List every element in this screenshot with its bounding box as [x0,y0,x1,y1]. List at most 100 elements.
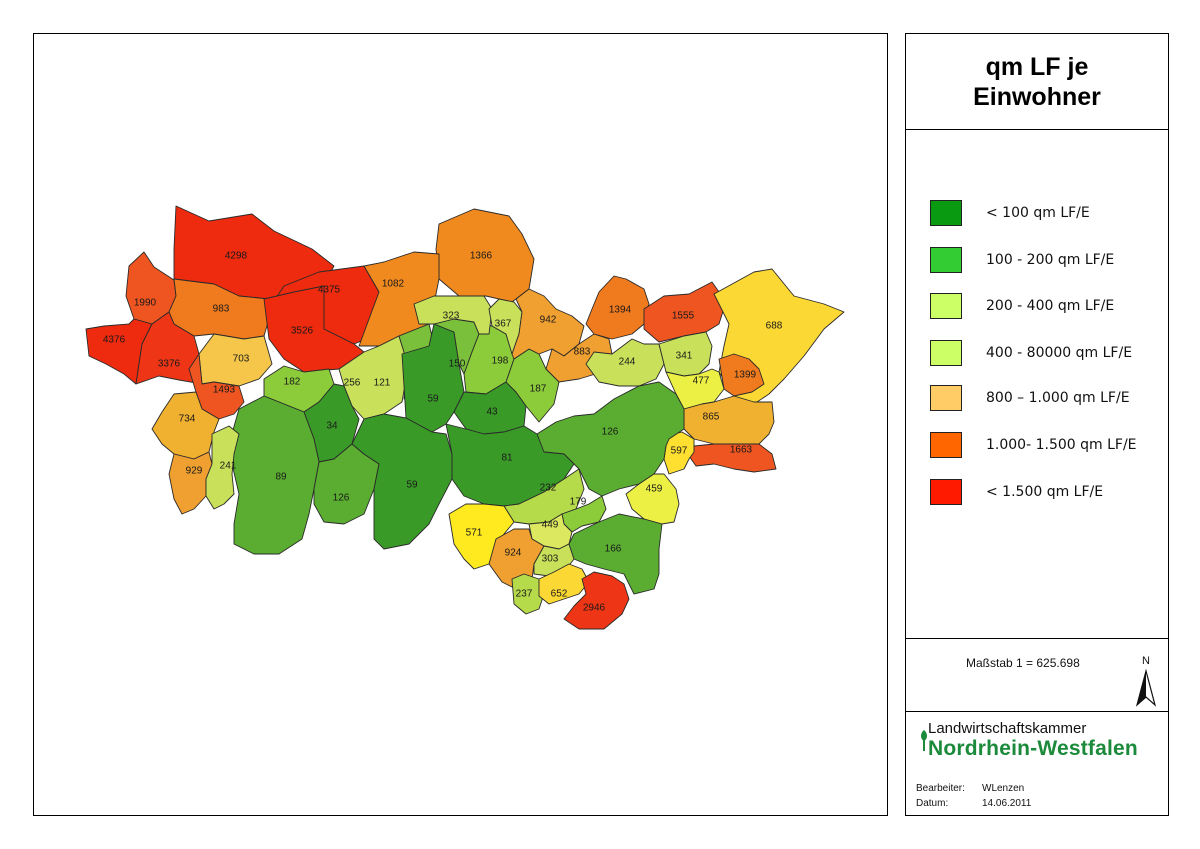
region-value-label: 703 [233,354,250,365]
date-value: 14.06.2011 [982,798,1032,809]
legend-item: 100 - 200 qm LF/E [930,246,1114,274]
region-value-label: 865 [703,412,720,423]
map-region [688,443,777,473]
legend-item: 200 - 400 qm LF/E [930,292,1114,320]
map-region [188,353,245,420]
map-region [563,571,630,630]
legend-label: 800 – 1.000 qm LF/E [986,390,1130,406]
region-value-label: 3376 [158,359,181,370]
map-region [445,423,575,507]
region-value-label: 449 [542,520,559,531]
region-value-label: 59 [427,394,439,405]
region-value-label: 942 [540,315,557,326]
map-region [585,275,650,340]
map-region [625,473,680,525]
region-value-label: 983 [213,304,230,315]
region-value-label: 367 [495,319,512,330]
region-value-label: 1366 [470,251,493,262]
region-value-label: 237 [516,589,533,600]
map-region [351,413,453,550]
region-value-label: 232 [540,483,557,494]
region-value-label: 187 [530,384,547,395]
map-region [413,295,493,335]
region-value-label: 81 [501,453,513,464]
region-value-label: 34 [326,421,338,432]
legend-panel: qm LF je Einwohner < 100 qm LF/E 100 - 2… [905,33,1169,816]
region-value-label: 150 [449,359,466,370]
logo-box: Landwirtschaftskammer Nordrhein-Westfale… [906,712,1168,817]
legend-label: 200 - 400 qm LF/E [986,298,1115,314]
region-value-label: 459 [646,484,663,495]
legend: < 100 qm LF/E 100 - 200 qm LF/E 200 - 40… [906,130,1168,638]
north-label: N [1142,655,1150,667]
region-value-label: 303 [542,554,559,565]
region-value-label: 571 [466,528,483,539]
region-value-label: 323 [443,311,460,322]
author-value: WLenzen [982,783,1025,794]
map-region [511,288,585,360]
legend-label: < 1.500 qm LF/E [986,484,1104,500]
region-value-label: 4376 [103,335,126,346]
region-value-label: 244 [619,357,636,368]
region-value-label: 652 [551,589,568,600]
leaf-logo-icon [921,730,927,751]
date-label: Datum: [916,798,949,809]
map-region [313,443,380,525]
legend-swatch [930,293,962,319]
region-value-label: 341 [676,351,693,362]
map-region [205,425,240,510]
legend-label: 1.000- 1.500 qm LF/E [986,437,1137,453]
map-region [503,468,585,525]
map-frame: 4298 4375 1366 1990 983 3526 1082 4376 3376 703 14… [33,33,888,816]
map-title: qm LF je Einwohner [973,52,1101,111]
region-value-label: 1493 [213,385,236,396]
legend-item: < 1.500 qm LF/E [930,478,1103,506]
region-value-label: 179 [570,497,587,508]
map-region [643,281,727,343]
author-row: Bearbeiter: WLenzen [916,783,1024,794]
north-arrow-icon: N [1135,655,1157,707]
map-region [568,513,663,595]
region-value-label: 241 [220,461,237,472]
region-value-label: 256 [344,378,361,389]
scale-text: Maßstab 1 = 625.698 [966,656,1080,670]
region-value-label: 1394 [609,305,632,316]
legend-label: < 100 qm LF/E [986,205,1090,221]
region-value-label: 924 [505,548,522,559]
region-value-label: 166 [605,544,622,555]
legend-swatch [930,247,962,273]
region-value-label: 198 [492,356,509,367]
region-value-label: 883 [574,347,591,358]
region-value-label: 89 [275,472,287,483]
legend-item: < 100 qm LF/E [930,199,1090,227]
legend-swatch [930,432,962,458]
author-label: Bearbeiter: [916,783,965,794]
region-value-label: 1082 [382,279,405,290]
region-value-label: 688 [766,321,783,332]
region-value-label: 477 [693,376,710,387]
region-value-label: 734 [179,414,196,425]
legend-label: 400 - 80000 qm LF/E [986,345,1133,361]
map-title-box: qm LF je Einwohner [906,34,1168,130]
region-value-label: 182 [284,377,301,388]
legend-swatch [930,340,962,366]
legend-swatch [930,479,962,505]
date-row: Datum: 14.06.2011 [916,798,1031,809]
region-value-label: 597 [671,446,688,457]
region-value-label: 3526 [291,326,314,337]
region-value-label: 126 [333,493,350,504]
region-value-label: 59 [406,480,418,491]
region-value-label: 1555 [672,311,695,322]
region-value-label: 4375 [318,285,341,296]
choropleth-map: 4298 4375 1366 1990 983 3526 1082 4376 3376 703 14… [85,205,845,630]
legend-swatch [930,200,962,226]
scale-box: Maßstab 1 = 625.698 N [906,638,1168,712]
legend-item: 800 – 1.000 qm LF/E [930,384,1130,412]
region-value-label: 929 [186,466,203,477]
map-region [151,391,220,460]
region-value-label: 1663 [730,445,753,456]
logo-line-2: Nordrhein-Westfalen [928,737,1138,760]
region-value-label: 2946 [583,603,606,614]
map-region [511,573,545,615]
region-value-label: 4298 [225,251,248,262]
